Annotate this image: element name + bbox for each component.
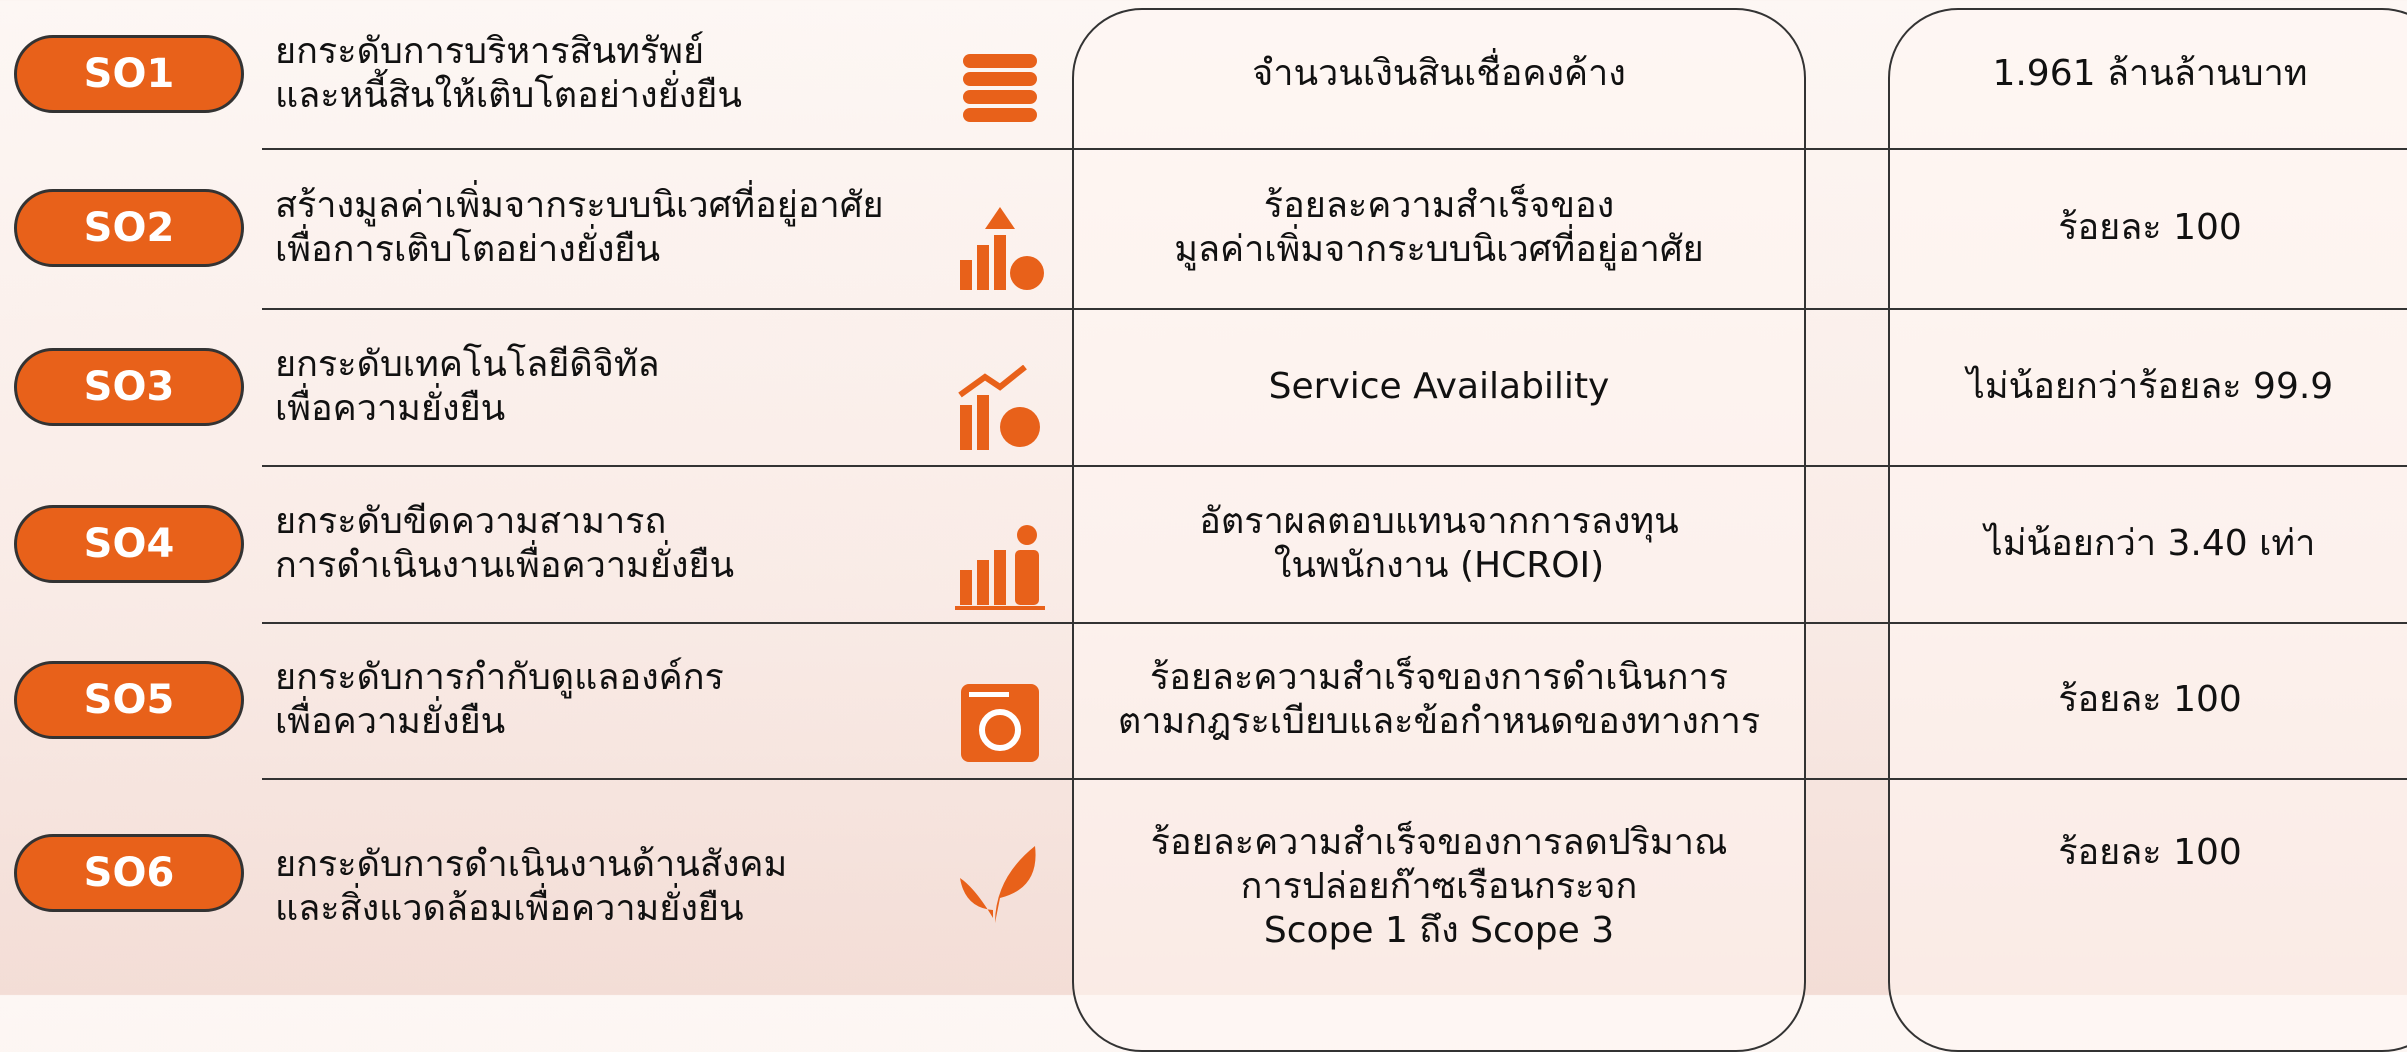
kpi-cell: ร้อยละความสำเร็จของ มูลค่าเพิ่มจากระบบนิเ…: [1074, 148, 1804, 308]
objective-cell: สร้างมูลค่าเพิ่มจากระบบนิเวศที่อยู่อาศัย…: [275, 148, 975, 308]
objective-line: ยกระดับเทคโนโลยีดิจิทัล: [275, 343, 660, 385]
target: 1.961 ล้านล้านบาท: [1992, 53, 2308, 94]
kpi-cell: อัตราผลตอบแทนจากการลงทุน ในพนักงาน (HCROI…: [1074, 465, 1804, 622]
kpi-line: Service Availability: [1268, 365, 1610, 407]
kpi-cell: Service Availability: [1074, 308, 1804, 465]
settings-window-icon: [961, 684, 1039, 762]
objective-line: การดำเนินงานเพื่อความยั่งยืน: [275, 544, 735, 586]
row-divider: [262, 622, 2407, 624]
objective-cell: ยกระดับเทคโนโลยีดิจิทัล เพื่อความยั่งยืน: [275, 308, 975, 465]
kpi-line: จำนวนเงินสินเชื่อคงค้าง: [1252, 53, 1626, 94]
badge: SO1: [14, 35, 244, 113]
kpi-cell: จำนวนเงินสินเชื่อคงค้าง: [1074, 0, 1804, 148]
kpi-cell: ร้อยละความสำเร็จของการลดปริมาณ การปล่อยก๊…: [1074, 778, 1804, 995]
badge: SO6: [14, 834, 244, 912]
badge: SO3: [14, 347, 244, 426]
objective-cell: ยกระดับการดำเนินงานด้านสังคม และสิ่งแวดล้…: [275, 778, 975, 995]
objective-line: ยกระดับการกำกับดูแลองค์กร: [275, 657, 724, 698]
kpi-panel: [1072, 8, 1806, 1052]
kpi-line: มูลค่าเพิ่มจากระบบนิเวศที่อยู่อาศัย: [1174, 229, 1704, 270]
kpi-line: อัตราผลตอบแทนจากการลงทุน: [1199, 500, 1679, 542]
kpi-line: ร้อยละความสำเร็จของการลดปริมาณ: [1150, 821, 1728, 863]
kpi-line: ตามกฎระเบียบและข้อกำหนดของทางการ: [1117, 701, 1761, 742]
target-panel: [1888, 8, 2407, 1052]
objective-line: ยกระดับขีดความสามารถ: [275, 500, 667, 542]
objective-cell: ยกระดับขีดความสามารถ การดำเนินงานเพื่อควา…: [275, 465, 975, 622]
chart-alert-icon: [958, 365, 1040, 450]
objective-line: เพื่อความยั่งยืน: [275, 701, 506, 742]
objective-line: ยกระดับการดำเนินงานด้านสังคม: [275, 843, 788, 885]
people-growth-icon: [955, 525, 1045, 610]
row-divider: [262, 778, 2407, 780]
target: ไม่น้อยกว่า 3.40 เท่า: [1984, 522, 2316, 564]
objective-line: และสิ่งแวดล้อมเพื่อความยั่งยืน: [275, 887, 744, 929]
kpi-line: ในพนักงาน (HCROI): [1273, 544, 1605, 586]
kpi-line: ร้อยละความสำเร็จของ: [1263, 185, 1615, 226]
target: ร้อยละ 100: [2058, 832, 2242, 873]
badge: SO5: [14, 661, 244, 739]
badge: SO4: [14, 504, 244, 583]
kpi-line: ร้อยละความสำเร็จของการดำเนินการ: [1149, 657, 1729, 698]
coins-icon: [963, 54, 1037, 122]
row-divider: [262, 308, 2407, 310]
objective-cell: ยกระดับการบริหารสินทรัพย์ และหนี้สินให้เต…: [275, 0, 975, 148]
objective-line: และหนี้สินให้เติบโตอย่างยั่งยืน: [275, 75, 742, 116]
target: ร้อยละ 100: [2058, 679, 2242, 720]
leaf-icon: [960, 846, 1036, 923]
objective-line: ยกระดับการบริหารสินทรัพย์: [275, 31, 705, 72]
kpi-line: Scope 1 ถึง Scope 3: [1263, 909, 1615, 951]
target: ร้อยละ 100: [2058, 207, 2242, 248]
objective-cell: ยกระดับการกำกับดูแลองค์กร เพื่อความยั่งยื…: [275, 622, 975, 778]
objective-line: เพื่อการเติบโตอย่างยั่งยืน: [275, 229, 661, 270]
badge: SO2: [14, 189, 244, 267]
kpi-line: การปล่อยก๊าซเรือนกระจก: [1240, 865, 1638, 907]
kpi-cell: ร้อยละความสำเร็จของการดำเนินการ ตามกฎระเบ…: [1074, 622, 1804, 778]
row-divider: [262, 148, 2407, 150]
row-divider: [262, 465, 2407, 467]
objective-line: สร้างมูลค่าเพิ่มจากระบบนิเวศที่อยู่อาศัย: [275, 185, 884, 226]
target: ไม่น้อยกว่าร้อยละ 99.9: [1966, 365, 2334, 407]
objective-line: เพื่อความยั่งยืน: [275, 387, 506, 429]
growth-icon: [960, 207, 1044, 290]
